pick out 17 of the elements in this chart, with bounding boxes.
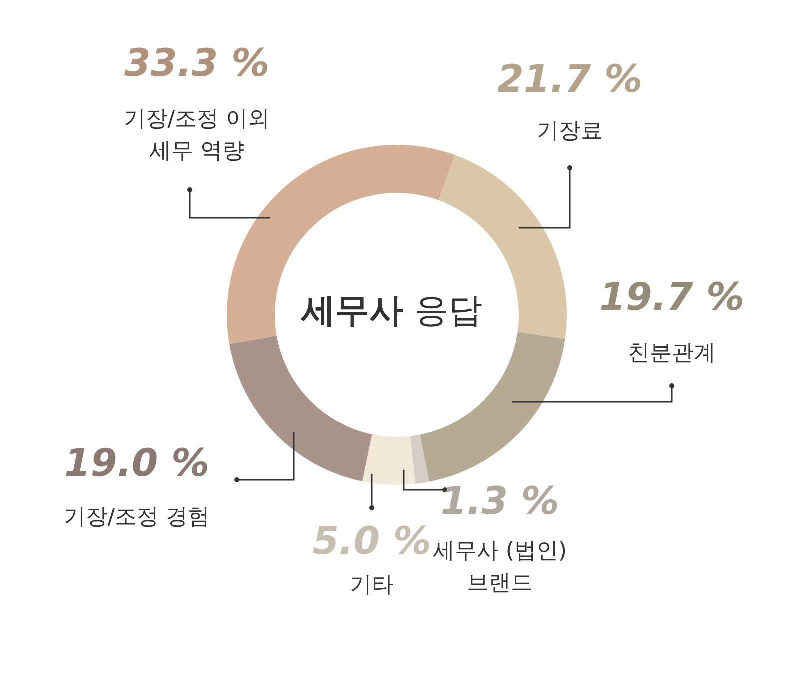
donut-slice <box>410 434 430 484</box>
data-label: 21.7 % <box>497 57 643 101</box>
data-label: 19.0 % <box>64 441 210 485</box>
donut-slice <box>420 332 566 482</box>
slice-label: 기장/조정 이외 세무 역량 <box>124 107 270 164</box>
donut-slice <box>230 336 372 482</box>
donut-slice <box>362 434 416 485</box>
slice-label: 기장/조정 경험 <box>64 505 210 530</box>
text: 세무사 응답 <box>300 291 482 331</box>
data-label: 5.0 % <box>312 519 432 563</box>
slice-label: 세무사 (법인) 브랜드 <box>432 539 568 596</box>
data-label: 33.3 % <box>124 41 270 85</box>
data-label: 19.7 % <box>599 275 745 319</box>
slice-label: 기장료 <box>537 119 603 144</box>
slice-label: 친분관계 <box>628 341 716 366</box>
slice-label: 기타 <box>350 573 394 598</box>
data-label: 1.3 % <box>440 479 560 523</box>
